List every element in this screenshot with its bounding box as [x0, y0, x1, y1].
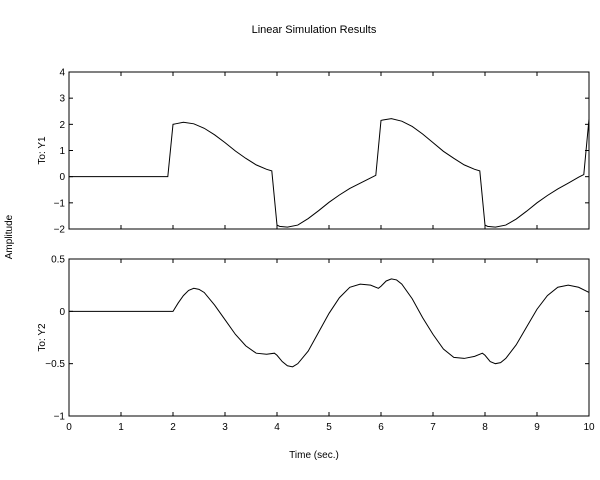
subplot-y-label: To: Y2 [37, 323, 48, 352]
x-tick-label: 9 [534, 422, 540, 433]
x-tick-label: 5 [326, 422, 332, 433]
y-tick-label: −1 [54, 412, 66, 423]
x-tick-label: 6 [378, 422, 384, 433]
y-tick-label: −1 [54, 198, 66, 209]
subplot-1: −2 −1 0 1 2 3 4 To: Y1 [37, 68, 590, 236]
chart-title: Linear Simulation Results [252, 24, 377, 36]
y-tick-label: −0.5 [45, 359, 65, 370]
y-tick-label: 0 [59, 307, 65, 318]
subplot-2: 0 1 2 3 4 5 6 7 8 9 10 −1 −0.5 0 0.5 To: Y2 [37, 255, 595, 434]
x-tick-label: 8 [482, 422, 488, 433]
y-tick-label: 0 [59, 172, 65, 183]
y-tick-label: 4 [59, 68, 65, 79]
axes-frame [68, 71, 590, 230]
y-tick-label: 3 [59, 94, 65, 105]
x-tick-label: 7 [430, 422, 436, 433]
x-tick-label: 2 [170, 422, 176, 433]
series-line [69, 278, 589, 368]
y-tick-label: 2 [59, 120, 65, 131]
x-tick-label: 10 [583, 422, 595, 433]
y-tick-label: 0.5 [51, 255, 65, 266]
y-axis-label: Amplitude [4, 214, 15, 259]
y-tick-label: −2 [54, 225, 66, 236]
y-tick-label: 1 [59, 146, 65, 157]
x-tick-label: 4 [274, 422, 280, 433]
x-tick-label: 3 [222, 422, 228, 433]
subplot-y-label: To: Y1 [37, 136, 48, 165]
x-tick-label: 0 [66, 422, 72, 433]
x-axis-label: Time (sec.) [289, 450, 339, 461]
axes-frame [68, 258, 590, 417]
x-tick-label: 1 [118, 422, 124, 433]
series-line [69, 118, 589, 228]
